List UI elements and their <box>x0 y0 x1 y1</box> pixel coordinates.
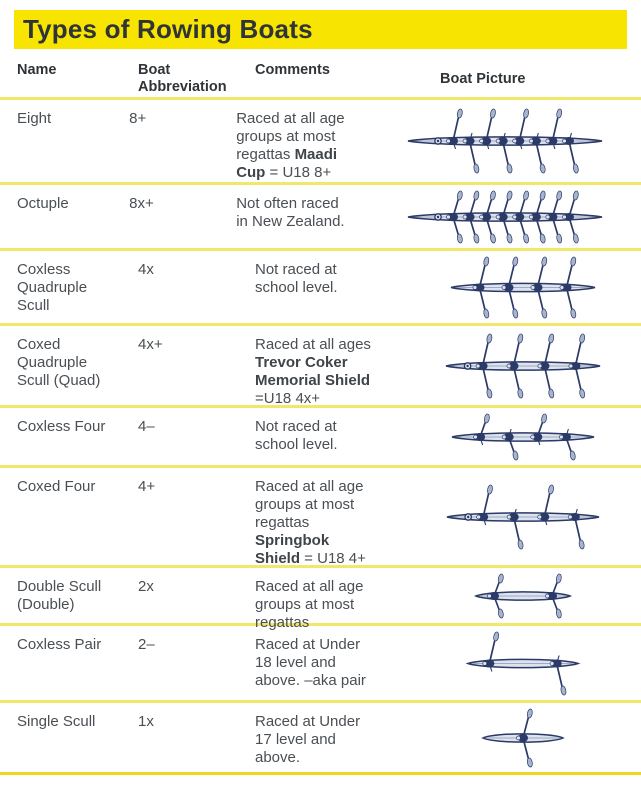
comment-segment: Raced at all ages <box>255 336 371 353</box>
boat-illustration-coxless-four <box>451 413 594 460</box>
boat-comments: Not raced at school level. <box>255 251 440 323</box>
boat-comments: Raced at Under 17 level and above. <box>255 703 440 772</box>
boat-row-coxed-quadruple-scull: Coxed Quadruple Scull (Quad) 4x+ Raced at … <box>0 323 641 407</box>
table-header-row: Name Boat Abbreviation Comments Boat Pic… <box>0 49 641 97</box>
boat-comments: Raced at all age groups at most regattas… <box>255 468 440 567</box>
comment-segment: = U18 8+ <box>265 164 332 181</box>
boat-abbreviation: 1x <box>138 713 154 730</box>
comment-bold-segment: Maadi Cup <box>236 146 338 181</box>
boat-picture-cell <box>440 468 641 565</box>
boat-name: Coxless Quadruple Scull <box>17 261 88 314</box>
boat-name: Eight <box>17 110 52 127</box>
boat-illustration-single-scull <box>480 708 565 767</box>
comment-bold-segment: Springbok Shield <box>255 532 330 567</box>
boat-name: Coxed Quadruple Scull (Quad) <box>17 336 101 389</box>
boat-abbreviation: 8x+ <box>129 195 154 212</box>
comment-segment: Raced at Under 18 level and above. –aka … <box>255 636 366 689</box>
boat-name: Octuple <box>17 195 69 212</box>
boat-illustration-coxed-quadruple-scull <box>445 333 600 398</box>
comment-segment: = U18 4+ <box>300 550 366 567</box>
boat-abbreviation: 4x <box>138 261 154 278</box>
boat-abbreviation: 2– <box>138 636 155 653</box>
comment-segment: Raced at all age groups at most regattas <box>255 578 364 631</box>
comment-segment: Not often raced in New Zealand. <box>236 195 345 230</box>
boat-illustration-double-scull <box>473 573 572 618</box>
boat-illustration-coxless-quadruple-scull <box>450 256 595 318</box>
boat-row-coxed-eight: Eight 8+ Raced at all age groups at most r… <box>0 97 641 182</box>
boat-illustration-coxed-four <box>446 484 599 549</box>
boat-comments: Raced at Under 18 level and above. –aka … <box>255 626 440 700</box>
column-header-name: Name <box>17 62 57 78</box>
boat-illustration-coxed-octuple <box>407 190 603 243</box>
boat-comments: Raced at all age groups at most regattas <box>255 568 440 631</box>
boat-name: Coxless Four <box>17 418 106 435</box>
boat-row-double-scull: Double Scull (Double) 2x Raced at all age … <box>0 565 641 631</box>
comment-segment: Not raced at school level. <box>255 261 338 296</box>
comment-segment: =U18 4x+ <box>255 390 321 407</box>
boat-abbreviation: 2x <box>138 578 154 595</box>
boat-comments: Not raced at school level. <box>255 408 440 465</box>
boat-illustration-coxed-eight <box>407 108 603 174</box>
boat-picture-cell <box>405 185 641 248</box>
boat-row-coxless-four: Coxless Four 4– Not raced at school level. <box>0 405 641 465</box>
boat-abbreviation: 4+ <box>138 478 156 495</box>
comment-segment: Raced at Under 17 level and above. <box>255 713 361 766</box>
boat-name: Single Scull <box>17 713 96 730</box>
column-header-abbreviation: Boat Abbreviation <box>138 62 227 95</box>
boat-picture-cell <box>440 408 641 465</box>
boat-abbreviation: 8+ <box>129 110 147 127</box>
boat-comments: Raced at all age groups at most regattas… <box>236 100 405 182</box>
boat-abbreviation: 4x+ <box>138 336 163 353</box>
boat-picture-cell <box>405 100 641 182</box>
boat-illustration-coxless-pair <box>465 631 580 695</box>
boat-row-coxed-octuple: Octuple 8x+ Not often raced in New Zealand… <box>0 182 641 248</box>
page-title: Types of Rowing Boats <box>23 14 313 44</box>
boat-table-body: Eight 8+ Raced at all age groups at most r… <box>0 97 641 775</box>
boat-comments: Raced at all ages Trevor Coker Memorial … <box>255 326 440 407</box>
boat-picture-cell <box>440 703 641 772</box>
column-header-picture: Boat Picture <box>440 71 526 87</box>
boat-picture-cell <box>440 326 641 405</box>
comment-segment: Raced at all age groups at most regattas <box>255 478 364 531</box>
boat-name: Coxless Pair <box>17 636 102 653</box>
boat-picture-cell <box>440 251 641 323</box>
comment-segment: Raced at all age groups at most regattas <box>236 110 345 163</box>
title-banner: Types of Rowing Boats <box>14 10 627 49</box>
boat-row-coxless-quadruple-scull: Coxless Quadruple Scull 4x Not raced at sc… <box>0 248 641 323</box>
boat-row-single-scull: Single Scull 1x Raced at Under 17 level an… <box>0 700 641 772</box>
boat-row-coxless-pair: Coxless Pair 2– Raced at Under 18 level an… <box>0 623 641 700</box>
boat-name: Double Scull (Double) <box>17 578 102 613</box>
boat-comments: Not often raced in New Zealand. <box>236 185 405 248</box>
boat-picture-cell <box>440 626 641 700</box>
boat-abbreviation: 4– <box>138 418 155 435</box>
boat-row-coxed-four: Coxed Four 4+ Raced at all age groups at m… <box>0 465 641 567</box>
boat-name: Coxed Four <box>17 478 96 495</box>
column-header-comments: Comments <box>255 62 330 78</box>
boat-picture-cell <box>440 568 641 623</box>
comment-segment: Not raced at school level. <box>255 418 338 453</box>
comment-bold-segment: Trevor Coker Memorial Shield <box>255 354 371 389</box>
